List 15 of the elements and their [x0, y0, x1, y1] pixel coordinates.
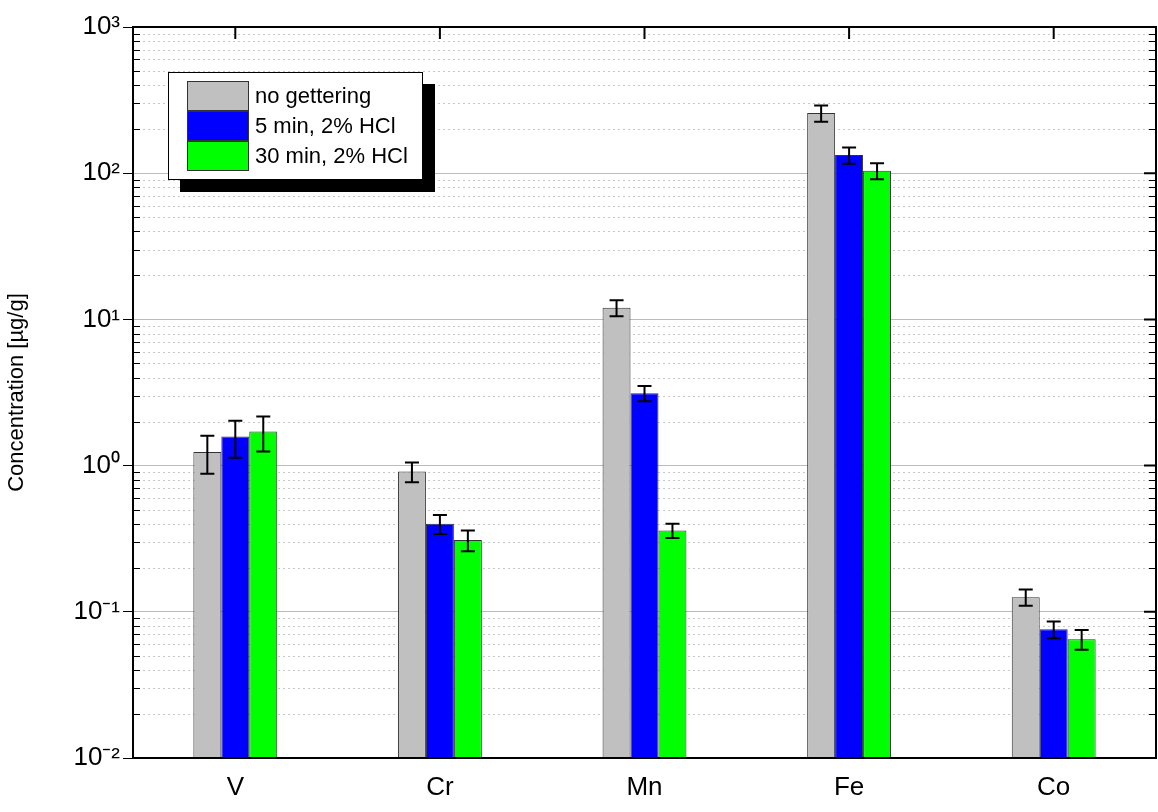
- y-axis-title: Concentration [µg/g]: [3, 293, 29, 492]
- legend-label: no gettering: [255, 83, 372, 109]
- y-tick-label: 10⁰: [82, 448, 120, 479]
- x-tick-label: Cr: [426, 770, 454, 801]
- x-tick-label: Mn: [626, 770, 663, 801]
- x-tick-label: V: [226, 770, 245, 801]
- x-tick-label: Co: [1037, 770, 1071, 801]
- legend-label: 5 min, 2% HCl: [255, 113, 396, 139]
- y-tick-label: 10¹: [82, 302, 121, 333]
- y-tick-label: 10⁻¹: [73, 594, 121, 625]
- y-tick-label: 10²: [82, 156, 121, 187]
- legend-label: 30 min, 2% HCl: [255, 143, 408, 169]
- x-tick-label: Fe: [833, 770, 865, 801]
- y-tick-label: 10³: [82, 10, 121, 41]
- y-tick-label: 10⁻²: [73, 741, 121, 772]
